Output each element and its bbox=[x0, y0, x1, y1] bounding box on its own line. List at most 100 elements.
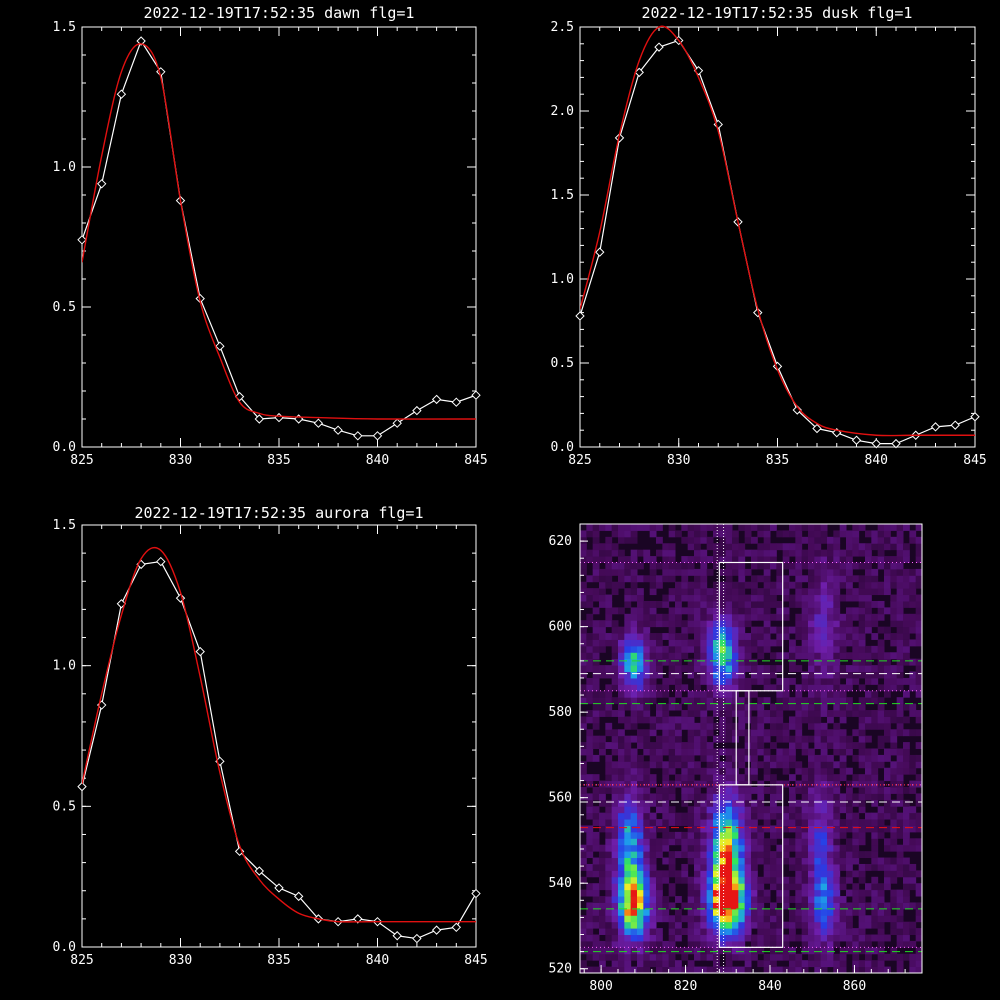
heatmap-cell bbox=[763, 710, 771, 717]
heatmap-cell bbox=[801, 915, 809, 923]
heatmap-cell bbox=[915, 754, 923, 762]
heatmap-cell bbox=[909, 819, 917, 826]
heatmap-cell bbox=[782, 607, 790, 615]
heatmap-cell bbox=[592, 543, 600, 551]
heatmap-cell bbox=[713, 883, 720, 891]
heatmap-cell bbox=[782, 697, 790, 705]
heatmap-cell bbox=[592, 742, 600, 749]
heatmap-cell bbox=[605, 600, 613, 608]
heatmap-cell bbox=[871, 600, 879, 608]
heatmap-cell bbox=[789, 742, 796, 749]
heatmap-cell bbox=[751, 947, 758, 955]
heatmap-cell bbox=[839, 729, 847, 737]
heatmap-cell bbox=[675, 729, 682, 737]
heatmap-cell bbox=[649, 838, 657, 846]
heatmap-cell bbox=[618, 754, 625, 762]
heatmap-cell bbox=[808, 876, 815, 884]
heatmap-cell bbox=[795, 684, 803, 692]
heatmap-cell bbox=[814, 780, 822, 788]
heatmap-cell bbox=[820, 600, 828, 608]
heatmap-cell bbox=[618, 857, 625, 865]
heatmap-cell bbox=[694, 838, 701, 846]
heatmap-cell bbox=[719, 928, 727, 936]
heatmap-cell bbox=[713, 761, 720, 769]
heatmap-cell bbox=[795, 876, 803, 884]
heatmap-cell bbox=[789, 600, 796, 608]
heatmap-cell bbox=[827, 575, 834, 583]
heatmap-cell bbox=[732, 671, 739, 679]
heatmap-cell bbox=[668, 812, 676, 820]
heatmap-cell bbox=[624, 754, 632, 762]
heatmap-cell bbox=[649, 831, 657, 839]
heatmap-cell bbox=[776, 716, 784, 724]
heatmap-cell bbox=[827, 626, 834, 634]
heatmap-cell bbox=[662, 799, 670, 807]
heatmap-cell bbox=[808, 786, 815, 794]
heatmap-cell bbox=[681, 748, 689, 756]
heatmap-cell bbox=[713, 934, 720, 942]
heatmap-cell bbox=[839, 908, 847, 916]
heatmap-cell bbox=[738, 819, 746, 826]
heatmap-cell bbox=[814, 562, 822, 570]
heatmap-cell bbox=[700, 921, 708, 929]
heatmap-cell bbox=[586, 780, 594, 788]
heatmap-cell bbox=[700, 876, 708, 884]
heatmap-cell bbox=[858, 652, 866, 660]
heatmap-cell bbox=[795, 767, 803, 775]
heatmap-cell bbox=[687, 876, 695, 884]
heatmap-cell bbox=[725, 793, 733, 801]
heatmap-cell bbox=[624, 870, 632, 878]
heatmap-cell bbox=[915, 761, 923, 769]
heatmap-cell bbox=[687, 543, 695, 551]
heatmap-cell bbox=[763, 677, 771, 685]
dawn-data-point bbox=[116, 89, 127, 99]
heatmap-cell bbox=[649, 645, 657, 653]
heatmap-cell bbox=[801, 883, 809, 891]
heatmap-cell bbox=[776, 908, 784, 916]
heatmap-cell bbox=[801, 549, 809, 557]
heatmap-cell bbox=[592, 786, 600, 794]
heatmap-cell bbox=[662, 774, 670, 782]
heatmap-cell bbox=[789, 722, 796, 730]
heatmap-cell bbox=[599, 966, 606, 974]
heatmap-cell bbox=[782, 575, 790, 583]
heatmap-cell bbox=[675, 947, 682, 955]
heatmap-cell bbox=[801, 703, 809, 711]
heatmap-cell bbox=[624, 780, 632, 788]
heatmap-cell bbox=[833, 710, 841, 717]
heatmap-cell bbox=[801, 774, 809, 782]
heatmap-cell bbox=[890, 684, 898, 692]
heatmap-cell bbox=[763, 876, 771, 884]
heatmap-cell bbox=[877, 819, 885, 826]
heatmap-cell bbox=[833, 896, 841, 903]
heatmap-cell bbox=[751, 819, 758, 826]
heatmap-cell bbox=[890, 568, 898, 576]
heatmap-cell bbox=[725, 697, 733, 705]
heatmap-cell bbox=[662, 876, 670, 884]
heatmap-cell bbox=[732, 722, 739, 730]
dawn-ytick-label: 1.5 bbox=[53, 20, 76, 35]
heatmap-cell bbox=[808, 588, 815, 596]
heatmap-cell bbox=[865, 915, 872, 923]
heatmap-cell bbox=[637, 588, 644, 596]
heatmap-cell bbox=[909, 729, 917, 737]
heatmap-cell bbox=[687, 896, 695, 903]
heatmap-cell bbox=[725, 953, 733, 961]
heatmap-cell bbox=[852, 607, 860, 615]
heatmap-cell bbox=[725, 940, 733, 948]
heatmap-cell bbox=[725, 536, 733, 544]
heatmap-cell bbox=[706, 902, 714, 910]
heatmap-cell bbox=[580, 915, 587, 923]
heatmap-cell bbox=[586, 530, 594, 538]
heatmap-cell bbox=[700, 729, 708, 737]
heatmap-cell bbox=[643, 844, 651, 852]
heatmap-cell bbox=[668, 934, 676, 942]
heatmap-cell bbox=[706, 748, 714, 756]
aurora-data-point bbox=[353, 914, 363, 924]
heatmap-cell bbox=[637, 690, 644, 698]
heatmap-cell bbox=[732, 896, 739, 903]
heatmap-cell bbox=[801, 735, 809, 743]
heatmap-cell bbox=[915, 774, 923, 782]
heatmap-cell bbox=[694, 633, 701, 640]
heatmap-cell bbox=[599, 915, 606, 923]
